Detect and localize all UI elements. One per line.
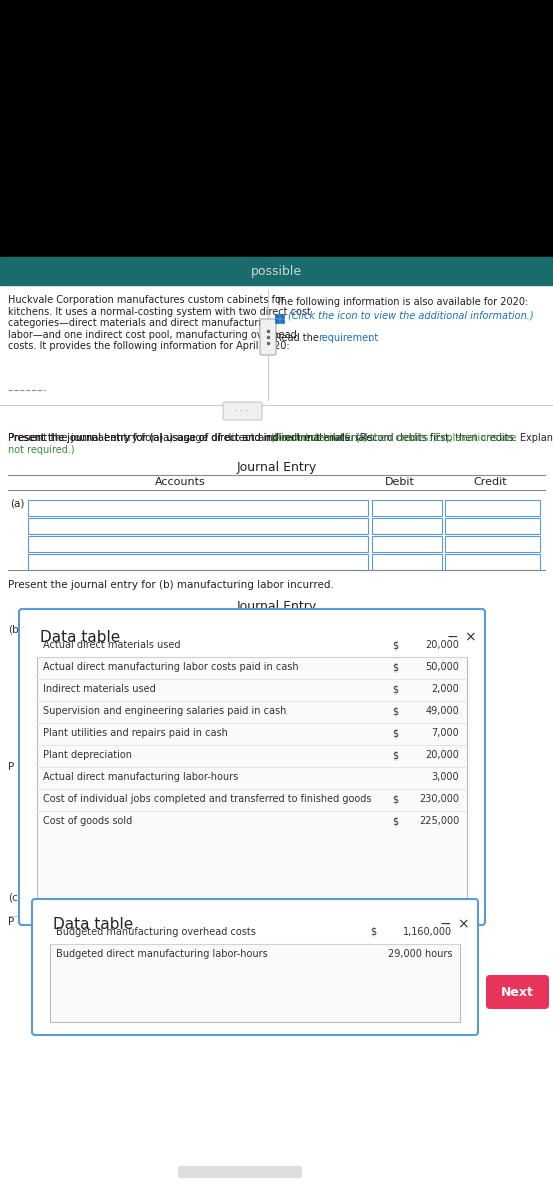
Bar xyxy=(445,518,540,534)
Text: 1,160,000: 1,160,000 xyxy=(403,926,452,937)
FancyBboxPatch shape xyxy=(260,319,276,355)
Bar xyxy=(372,500,442,516)
Text: Budgeted manufacturing overhead costs: Budgeted manufacturing overhead costs xyxy=(56,926,256,937)
Text: possible: possible xyxy=(251,264,302,277)
Text: Actual direct manufacturing labor costs paid in cash: Actual direct manufacturing labor costs … xyxy=(43,662,299,672)
Text: Actual direct materials used: Actual direct materials used xyxy=(43,640,180,650)
Text: 7,000: 7,000 xyxy=(431,728,459,738)
Text: 29,000 hours: 29,000 hours xyxy=(388,949,452,959)
Text: (c: (c xyxy=(8,892,18,902)
Text: (Record debits first, then credits. Explanations are: (Record debits first, then credits. Expl… xyxy=(8,433,517,443)
Text: 2,000: 2,000 xyxy=(431,684,459,694)
Bar xyxy=(28,554,368,570)
Text: −: − xyxy=(439,917,451,931)
Bar xyxy=(372,554,442,570)
Text: P: P xyxy=(8,762,14,772)
Bar xyxy=(180,1168,300,1176)
Text: 20,000: 20,000 xyxy=(425,640,459,650)
Text: Huckvale Corporation manufactures custom cabinets for
kitchens. It uses a normal: Huckvale Corporation manufactures custom… xyxy=(8,295,311,352)
Text: not required.): not required.) xyxy=(8,445,75,455)
Text: Plant utilities and repairs paid in cash: Plant utilities and repairs paid in cash xyxy=(43,728,228,738)
Text: P: P xyxy=(8,917,14,926)
FancyBboxPatch shape xyxy=(223,402,262,420)
Bar xyxy=(445,554,540,570)
Bar xyxy=(0,257,553,284)
FancyBboxPatch shape xyxy=(19,608,485,925)
Text: Credit: Credit xyxy=(473,476,507,487)
Text: Cost of goods sold: Cost of goods sold xyxy=(43,816,132,826)
Text: $: $ xyxy=(392,662,398,672)
Text: Accounts: Accounts xyxy=(155,476,205,487)
Text: $: $ xyxy=(392,750,398,760)
Text: (a): (a) xyxy=(10,498,24,508)
Text: Next: Next xyxy=(501,985,534,998)
Text: Present the journal entry for (a) usage of direct and indirect materials.: Present the journal entry for (a) usage … xyxy=(8,433,356,443)
Text: (b: (b xyxy=(8,624,19,634)
Text: Cost of individual jobs completed and transferred to finished goods: Cost of individual jobs completed and tr… xyxy=(43,794,372,804)
Bar xyxy=(445,536,540,552)
Bar xyxy=(280,314,284,318)
Text: 50,000: 50,000 xyxy=(425,662,459,672)
Text: $: $ xyxy=(392,816,398,826)
Bar xyxy=(275,314,279,318)
Bar xyxy=(28,518,368,534)
Text: $: $ xyxy=(392,728,398,738)
FancyBboxPatch shape xyxy=(486,974,549,1009)
Text: (Click the icon to view the additional information.): (Click the icon to view the additional i… xyxy=(288,310,534,320)
Bar xyxy=(37,658,467,912)
Bar xyxy=(0,284,553,1200)
Text: Present the journal entry for (a) usage of direct and indirect materials.: Present the journal entry for (a) usage … xyxy=(8,433,379,443)
Text: $: $ xyxy=(392,640,398,650)
Text: 49,000: 49,000 xyxy=(425,706,459,716)
Text: Budgeted direct manufacturing labor-hours: Budgeted direct manufacturing labor-hour… xyxy=(56,949,268,959)
Bar xyxy=(280,319,284,323)
Text: Supervision and engineering salaries paid in cash: Supervision and engineering salaries pai… xyxy=(43,706,286,716)
Text: Indirect materials used: Indirect materials used xyxy=(43,684,156,694)
Text: Debit: Debit xyxy=(385,476,415,487)
Bar xyxy=(275,319,279,323)
Text: Read the: Read the xyxy=(275,332,322,343)
Text: 3,000: 3,000 xyxy=(431,772,459,782)
Bar xyxy=(372,536,442,552)
Text: Present the journal entry for (a) usage of direct and indirect materials. (Recor: Present the journal entry for (a) usage … xyxy=(8,433,553,443)
Bar xyxy=(50,944,460,1022)
Text: Journal Entry: Journal Entry xyxy=(236,461,317,474)
Text: −: − xyxy=(446,630,458,644)
Text: $: $ xyxy=(370,926,376,937)
Text: Plant depreciation: Plant depreciation xyxy=(43,750,132,760)
Text: 20,000: 20,000 xyxy=(425,750,459,760)
Bar xyxy=(445,500,540,516)
Bar xyxy=(28,536,368,552)
Text: The following information is also available for 2020:: The following information is also availa… xyxy=(275,296,528,307)
FancyBboxPatch shape xyxy=(32,899,478,1034)
Text: Data table: Data table xyxy=(53,917,133,932)
Bar xyxy=(28,500,368,516)
Text: Present the journal entry for (b) manufacturing labor incurred.: Present the journal entry for (b) manufa… xyxy=(8,580,334,590)
Text: ×: × xyxy=(464,630,476,644)
Text: · · ·: · · · xyxy=(236,407,248,415)
Text: Data table: Data table xyxy=(40,630,120,646)
Text: $: $ xyxy=(392,684,398,694)
Text: ×: × xyxy=(457,917,469,931)
Text: Actual direct manufacturing labor-hours: Actual direct manufacturing labor-hours xyxy=(43,772,238,782)
Bar xyxy=(372,518,442,534)
Text: requirement: requirement xyxy=(318,332,378,343)
Text: 225,000: 225,000 xyxy=(419,816,459,826)
Text: 230,000: 230,000 xyxy=(419,794,459,804)
FancyBboxPatch shape xyxy=(178,1166,302,1178)
Text: $: $ xyxy=(392,794,398,804)
Text: .: . xyxy=(369,332,372,343)
Text: $: $ xyxy=(392,706,398,716)
Text: Journal Entry: Journal Entry xyxy=(236,600,317,613)
